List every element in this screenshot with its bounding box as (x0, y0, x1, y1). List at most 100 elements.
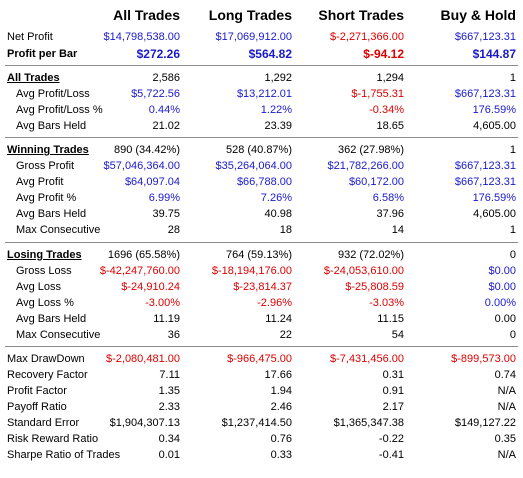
section-divider (5, 65, 518, 66)
row-label: Max DrawDown (7, 353, 85, 365)
section-title: Winning Trades (7, 144, 89, 156)
value-all-trades: 28 (167, 224, 180, 236)
sharpe-ratio-row: Sharpe Ratio of Trades 0.01 0.33 -0.41 N… (0, 447, 523, 463)
value-buy-and-hold: 0.35 (494, 433, 516, 445)
value-short-trades: $60,172.00 (348, 176, 404, 188)
winning-trades-header-row: Winning Trades 890 (34.42%) 528 (40.87%)… (0, 142, 523, 158)
value-short-trades: 932 (72.02%) (337, 249, 404, 261)
value-buy-and-hold: $0.00 (488, 281, 516, 293)
value-all-trades: 0.34 (158, 433, 180, 445)
net-profit-row: Net Profit $14,798,538.00 $17,069,912.00… (0, 29, 523, 45)
row-label: Profit Factor (7, 385, 67, 397)
profit-factor-row: Profit Factor 1.35 1.94 0.91 N/A (0, 383, 523, 399)
avg-bars-held-row: Avg Bars Held 21.02 23.39 18.65 4,605.00 (0, 118, 523, 134)
value-buy-and-hold: $144.87 (472, 47, 516, 61)
value-buy-and-hold: 176.59% (472, 192, 516, 204)
value-short-trades: 362 (27.98%) (337, 144, 404, 156)
value-buy-and-hold: 1 (509, 224, 516, 236)
row-label: Standard Error (7, 417, 80, 429)
value-long-trades: 1,292 (264, 72, 292, 84)
row-label: Net Profit (7, 31, 53, 43)
value-long-trades: $66,788.00 (236, 176, 292, 188)
value-all-trades: $57,046,364.00 (103, 160, 180, 172)
value-short-trades: $-7,431,456.00 (329, 353, 404, 365)
value-long-trades: -2.96% (257, 297, 292, 309)
value-buy-and-hold: 176.59% (472, 104, 516, 116)
value-short-trades: -0.22 (378, 433, 404, 445)
row-label: Avg Bars Held (16, 313, 87, 325)
value-buy-and-hold: 0.00% (484, 297, 516, 309)
value-all-trades: 2,586 (152, 72, 180, 84)
value-buy-and-hold: $667,123.31 (454, 160, 516, 172)
value-long-trades: 0.76 (270, 433, 292, 445)
value-all-trades: $1,904,307.13 (109, 417, 180, 429)
value-buy-and-hold: 0.74 (494, 369, 516, 381)
risk-reward-ratio-row: Risk Reward Ratio 0.34 0.76 -0.22 0.35 (0, 431, 523, 447)
profit-per-bar-row: Profit per Bar $272.26 $564.82 $-94.12 $… (0, 46, 523, 62)
value-buy-and-hold: N/A (497, 449, 516, 461)
row-label: Gross Loss (16, 265, 72, 277)
value-long-trades: 23.39 (264, 120, 292, 132)
value-short-trades: $1,365,347.38 (333, 417, 404, 429)
losing-max-consecutive-row: Max Consecutive 36 22 54 0 (0, 327, 523, 343)
value-short-trades: -0.41 (378, 449, 404, 461)
value-short-trades: 54 (391, 329, 404, 341)
column-headers: All Trades Long Trades Short Trades Buy … (0, 4, 523, 23)
section-title: All Trades (7, 72, 60, 84)
value-short-trades: 1,294 (376, 72, 404, 84)
row-label: Avg Profit/Loss % (16, 104, 103, 116)
value-buy-and-hold: $667,123.31 (454, 176, 516, 188)
row-label: Avg Bars Held (16, 208, 87, 220)
value-short-trades: $-1,755.31 (351, 88, 404, 100)
value-short-trades: 2.17 (382, 401, 404, 413)
value-short-trades: 6.58% (372, 192, 404, 204)
row-label: Sharpe Ratio of Trades (7, 449, 121, 461)
max-drawdown-row: Max DrawDown $-2,080,481.00 $-966,475.00… (0, 351, 523, 367)
avg-loss-row: Avg Loss $-24,910.24 $-23,814.37 $-25,80… (0, 279, 523, 295)
value-short-trades: 0.31 (382, 369, 404, 381)
value-long-trades: $-23,814.37 (233, 281, 292, 293)
value-short-trades: $-25,808.59 (345, 281, 404, 293)
recovery-factor-row: Recovery Factor 7.11 17.66 0.31 0.74 (0, 367, 523, 383)
column-header-short-trades: Short Trades (318, 7, 404, 23)
row-label: Payoff Ratio (7, 401, 67, 413)
value-long-trades: 1.22% (260, 104, 292, 116)
section-divider (5, 137, 518, 138)
value-short-trades: 18.65 (376, 120, 404, 132)
value-long-trades: 0.33 (270, 449, 292, 461)
value-long-trades: 764 (59.13%) (225, 249, 292, 261)
value-short-trades: 11.15 (377, 313, 404, 325)
value-long-trades: $1,237,414.50 (221, 417, 292, 429)
value-all-trades: -3.00% (145, 297, 180, 309)
value-all-trades: $272.26 (136, 47, 180, 61)
value-short-trades: $21,782,266.00 (327, 160, 404, 172)
value-buy-and-hold: $667,123.31 (454, 88, 516, 100)
value-buy-and-hold: $149,127.22 (454, 417, 516, 429)
losing-avg-bars-held-row: Avg Bars Held 11.19 11.24 11.15 0.00 (0, 311, 523, 327)
value-buy-and-hold: N/A (497, 401, 516, 413)
row-label: Avg Profit (16, 176, 64, 188)
standard-error-row: Standard Error $1,904,307.13 $1,237,414.… (0, 415, 523, 431)
value-long-trades: 18 (279, 224, 292, 236)
winning-avg-bars-held-row: Avg Bars Held 39.75 40.98 37.96 4,605.00 (0, 206, 523, 222)
value-all-trades: 6.99% (148, 192, 180, 204)
gross-profit-row: Gross Profit $57,046,364.00 $35,264,064.… (0, 158, 523, 174)
row-label: Max Consecutive (16, 329, 101, 341)
row-label: Max Consecutive (16, 224, 101, 236)
section-divider (5, 346, 518, 347)
value-long-trades: 7.26% (260, 192, 292, 204)
value-buy-and-hold: $-899,573.00 (451, 353, 516, 365)
value-buy-and-hold: N/A (497, 385, 516, 397)
column-header-buy-and-hold: Buy & Hold (440, 7, 516, 23)
value-short-trades: 0.91 (382, 385, 404, 397)
losing-trades-header-row: Losing Trades 1696 (65.58%) 764 (59.13%)… (0, 247, 523, 263)
value-all-trades: $-2,080,481.00 (105, 353, 180, 365)
value-long-trades: $-966,475.00 (227, 353, 292, 365)
value-buy-and-hold: 4,605.00 (473, 120, 516, 132)
value-all-trades: 11.19 (153, 313, 180, 325)
value-long-trades: 528 (40.87%) (225, 144, 292, 156)
value-short-trades: -3.03% (369, 297, 404, 309)
value-all-trades: 2.33 (158, 401, 180, 413)
payoff-ratio-row: Payoff Ratio 2.33 2.46 2.17 N/A (0, 399, 523, 415)
value-buy-and-hold: $667,123.31 (454, 31, 516, 43)
